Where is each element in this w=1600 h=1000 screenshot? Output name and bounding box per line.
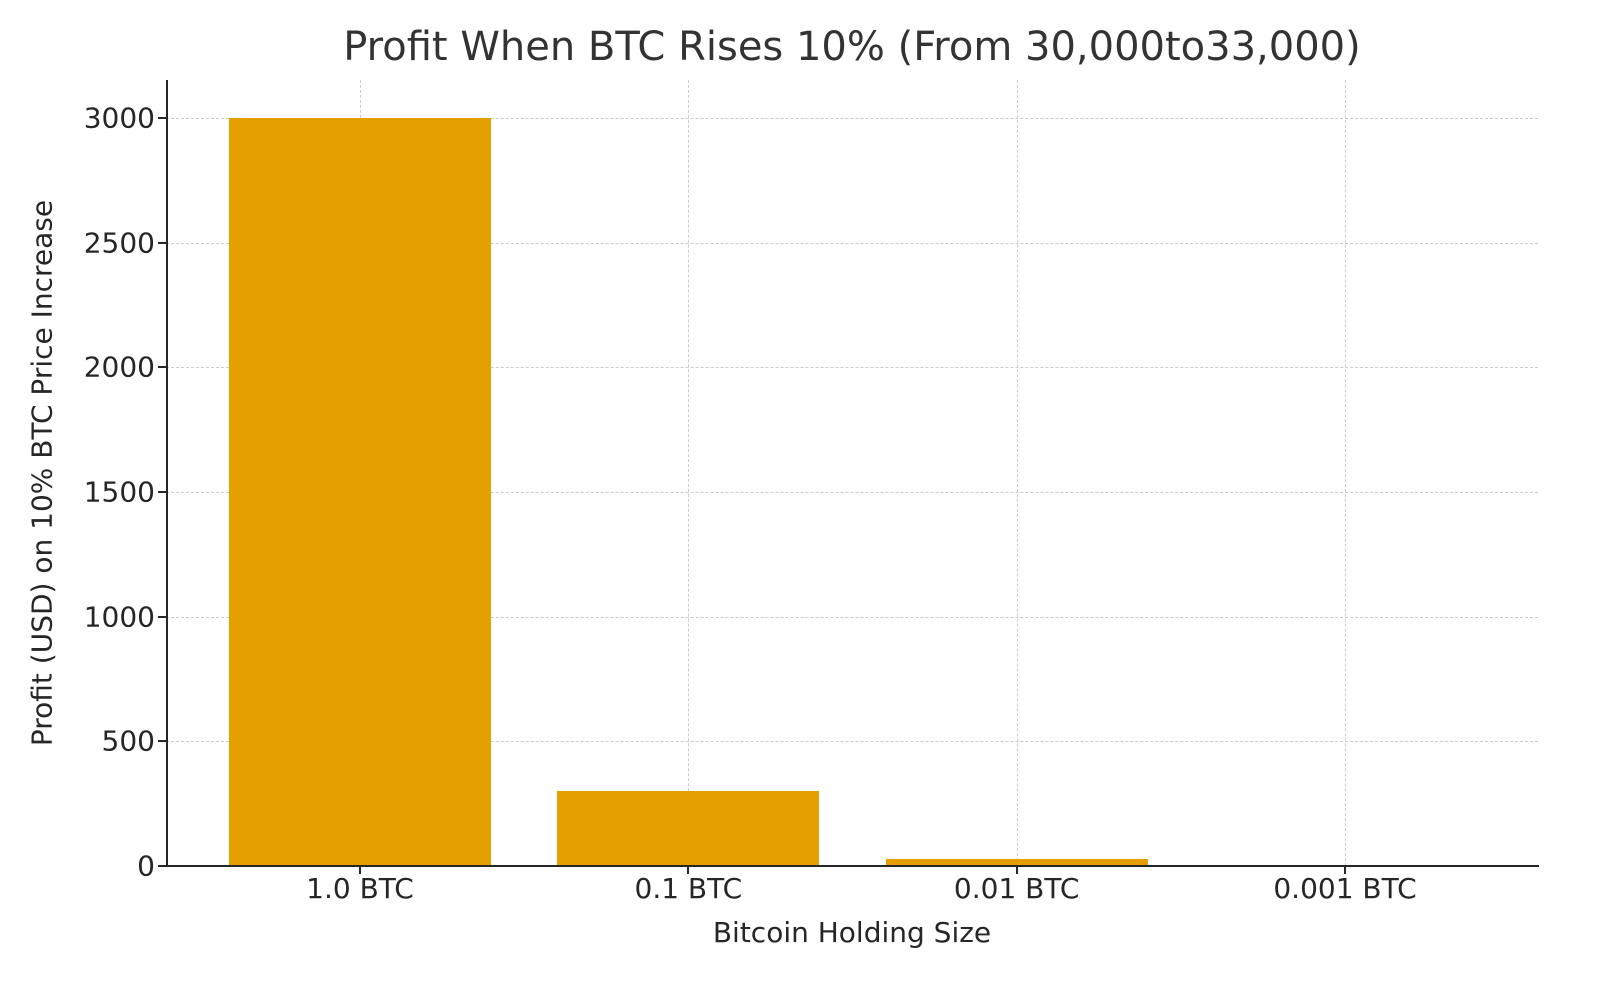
y-tick-mark (158, 117, 166, 119)
x-tick-label: 1.0 BTC (306, 872, 414, 905)
bar-0-1-btc (557, 791, 820, 866)
x-tick-mark (1344, 866, 1346, 874)
y-tick-label: 500 (101, 724, 155, 758)
y-tick-mark (158, 241, 166, 244)
h-gridline (166, 616, 1538, 618)
v-gridline (1016, 80, 1018, 866)
x-tick-label: 0.001 BTC (1273, 872, 1417, 905)
v-gridline (688, 80, 690, 866)
bar-0-01-btc (885, 858, 1148, 866)
y-tick-mark (158, 491, 166, 493)
x-tick-label: 0.1 BTC (634, 872, 743, 905)
y-tick-label: 1500 (83, 475, 155, 509)
x-tick-mark (1015, 866, 1018, 874)
y-tick-mark (158, 740, 166, 743)
y-tick-label: 0 (137, 849, 155, 883)
x-axis-line (166, 865, 1539, 867)
x-tick-mark (687, 866, 690, 874)
y-tick-mark (158, 366, 166, 369)
y-tick-label: 2000 (83, 350, 155, 384)
y-axis-line (166, 80, 168, 867)
x-axis-title: Bitcoin Holding Size (712, 916, 992, 949)
y-tick-mark (158, 615, 166, 618)
v-gridline (1345, 80, 1346, 866)
bar-1-0-btc (229, 118, 491, 866)
h-gridline (166, 118, 1538, 119)
chart-title: Profit When BTC Rises 10% (From 30,000to… (166, 24, 1538, 70)
plot-area (166, 80, 1538, 866)
h-gridline (166, 492, 1538, 493)
y-axis-title: Profit (USD) on 10% BTC Price Increase (25, 199, 59, 747)
y-tick-label: 2500 (83, 226, 155, 260)
h-gridline (166, 242, 1538, 244)
h-gridline (166, 367, 1538, 369)
h-gridline (166, 741, 1538, 743)
x-tick-label: 0.01 BTC (953, 872, 1080, 905)
y-tick-label: 3000 (83, 101, 155, 135)
y-tick-label: 1000 (83, 600, 155, 634)
chart-title-text: Profit When BTC Rises 10% (From 30,000to… (343, 24, 1361, 70)
y-tick-mark (158, 865, 166, 867)
x-tick-mark (359, 866, 361, 874)
